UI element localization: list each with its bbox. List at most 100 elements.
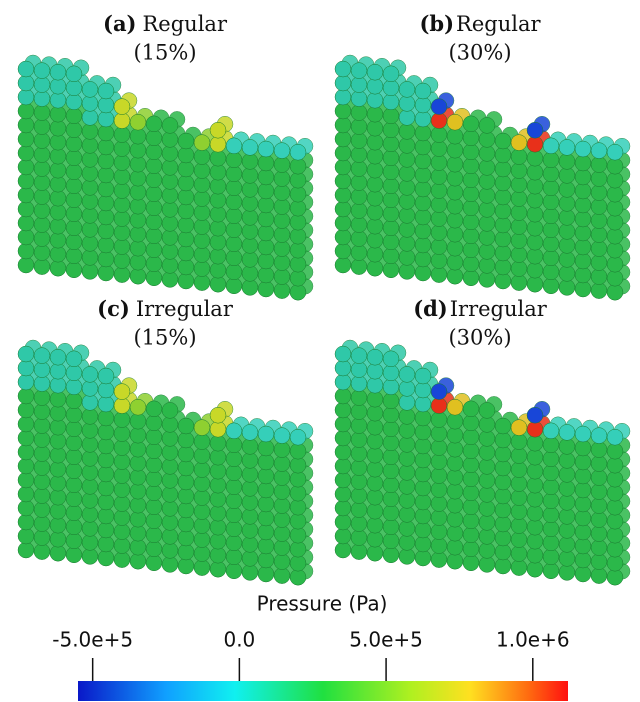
particle [334, 499, 352, 517]
particle [542, 221, 560, 239]
particle [225, 207, 243, 225]
particle [97, 180, 115, 198]
particle [65, 149, 83, 167]
particle [161, 215, 179, 232]
particle [193, 246, 211, 263]
particle [574, 551, 592, 569]
particle [494, 146, 512, 164]
particle [430, 210, 448, 227]
particle [542, 506, 560, 524]
particle [590, 497, 608, 514]
particle [366, 203, 384, 221]
particle [225, 548, 243, 566]
particle [113, 210, 131, 227]
particle [398, 492, 416, 509]
particle [33, 473, 51, 490]
particle [590, 441, 608, 458]
particle [273, 170, 291, 187]
particle [478, 131, 496, 148]
particle [161, 472, 179, 489]
particle [209, 219, 227, 237]
particle [241, 181, 259, 198]
particle [350, 403, 368, 420]
particle [145, 428, 163, 446]
particle [33, 403, 51, 420]
particle [414, 409, 432, 427]
particle [33, 230, 51, 247]
particle [273, 511, 291, 528]
particle [542, 534, 560, 552]
particle [542, 422, 560, 440]
particle [145, 255, 163, 273]
particle [145, 213, 163, 231]
particle [257, 537, 275, 555]
particle [478, 486, 496, 503]
particle [65, 107, 83, 125]
particle [177, 258, 195, 276]
particle [462, 498, 480, 516]
particle [398, 95, 416, 112]
particle [209, 135, 227, 153]
particle [334, 485, 352, 503]
particle [494, 501, 512, 519]
particle [478, 500, 496, 517]
particle [366, 446, 384, 464]
particle [398, 506, 416, 523]
particle [414, 82, 432, 100]
particle [97, 124, 115, 142]
particle [81, 478, 99, 495]
particle [129, 253, 147, 271]
particle [113, 425, 131, 442]
particle [366, 460, 384, 478]
particle [113, 495, 131, 512]
particle [257, 280, 275, 298]
particle [241, 466, 259, 483]
particle [65, 364, 83, 382]
particle [558, 223, 576, 240]
particle [81, 436, 99, 453]
particle [494, 431, 512, 449]
particle [542, 548, 560, 566]
particle [49, 516, 67, 534]
particle [542, 249, 560, 267]
particle [334, 130, 352, 148]
particle [574, 565, 592, 583]
particle [606, 428, 624, 446]
particle [225, 464, 243, 482]
particle [177, 487, 195, 505]
particle [590, 156, 608, 173]
particle [430, 168, 448, 185]
particle [241, 550, 259, 567]
particle [350, 515, 368, 532]
particle [97, 437, 115, 455]
particle [462, 129, 480, 147]
particle [273, 240, 291, 257]
particle [558, 237, 576, 254]
particle [113, 523, 131, 540]
particle [382, 448, 400, 466]
particle [574, 266, 592, 284]
particle [81, 450, 99, 467]
particle [49, 530, 67, 548]
particle [113, 238, 131, 255]
particle [193, 148, 211, 165]
particle [478, 528, 496, 545]
particle [494, 244, 512, 262]
particle [65, 420, 83, 438]
particle [510, 559, 528, 576]
particle [33, 216, 51, 233]
particle [446, 454, 464, 472]
particle [113, 98, 131, 115]
particle [49, 175, 67, 193]
particle [606, 456, 624, 474]
particle [334, 415, 352, 433]
particle [97, 381, 115, 399]
particle [398, 408, 416, 425]
particle [414, 465, 432, 483]
particle [510, 503, 528, 520]
particle [574, 182, 592, 200]
particle [414, 507, 432, 525]
particle [350, 132, 368, 149]
particle [209, 504, 227, 522]
particle [49, 348, 67, 366]
